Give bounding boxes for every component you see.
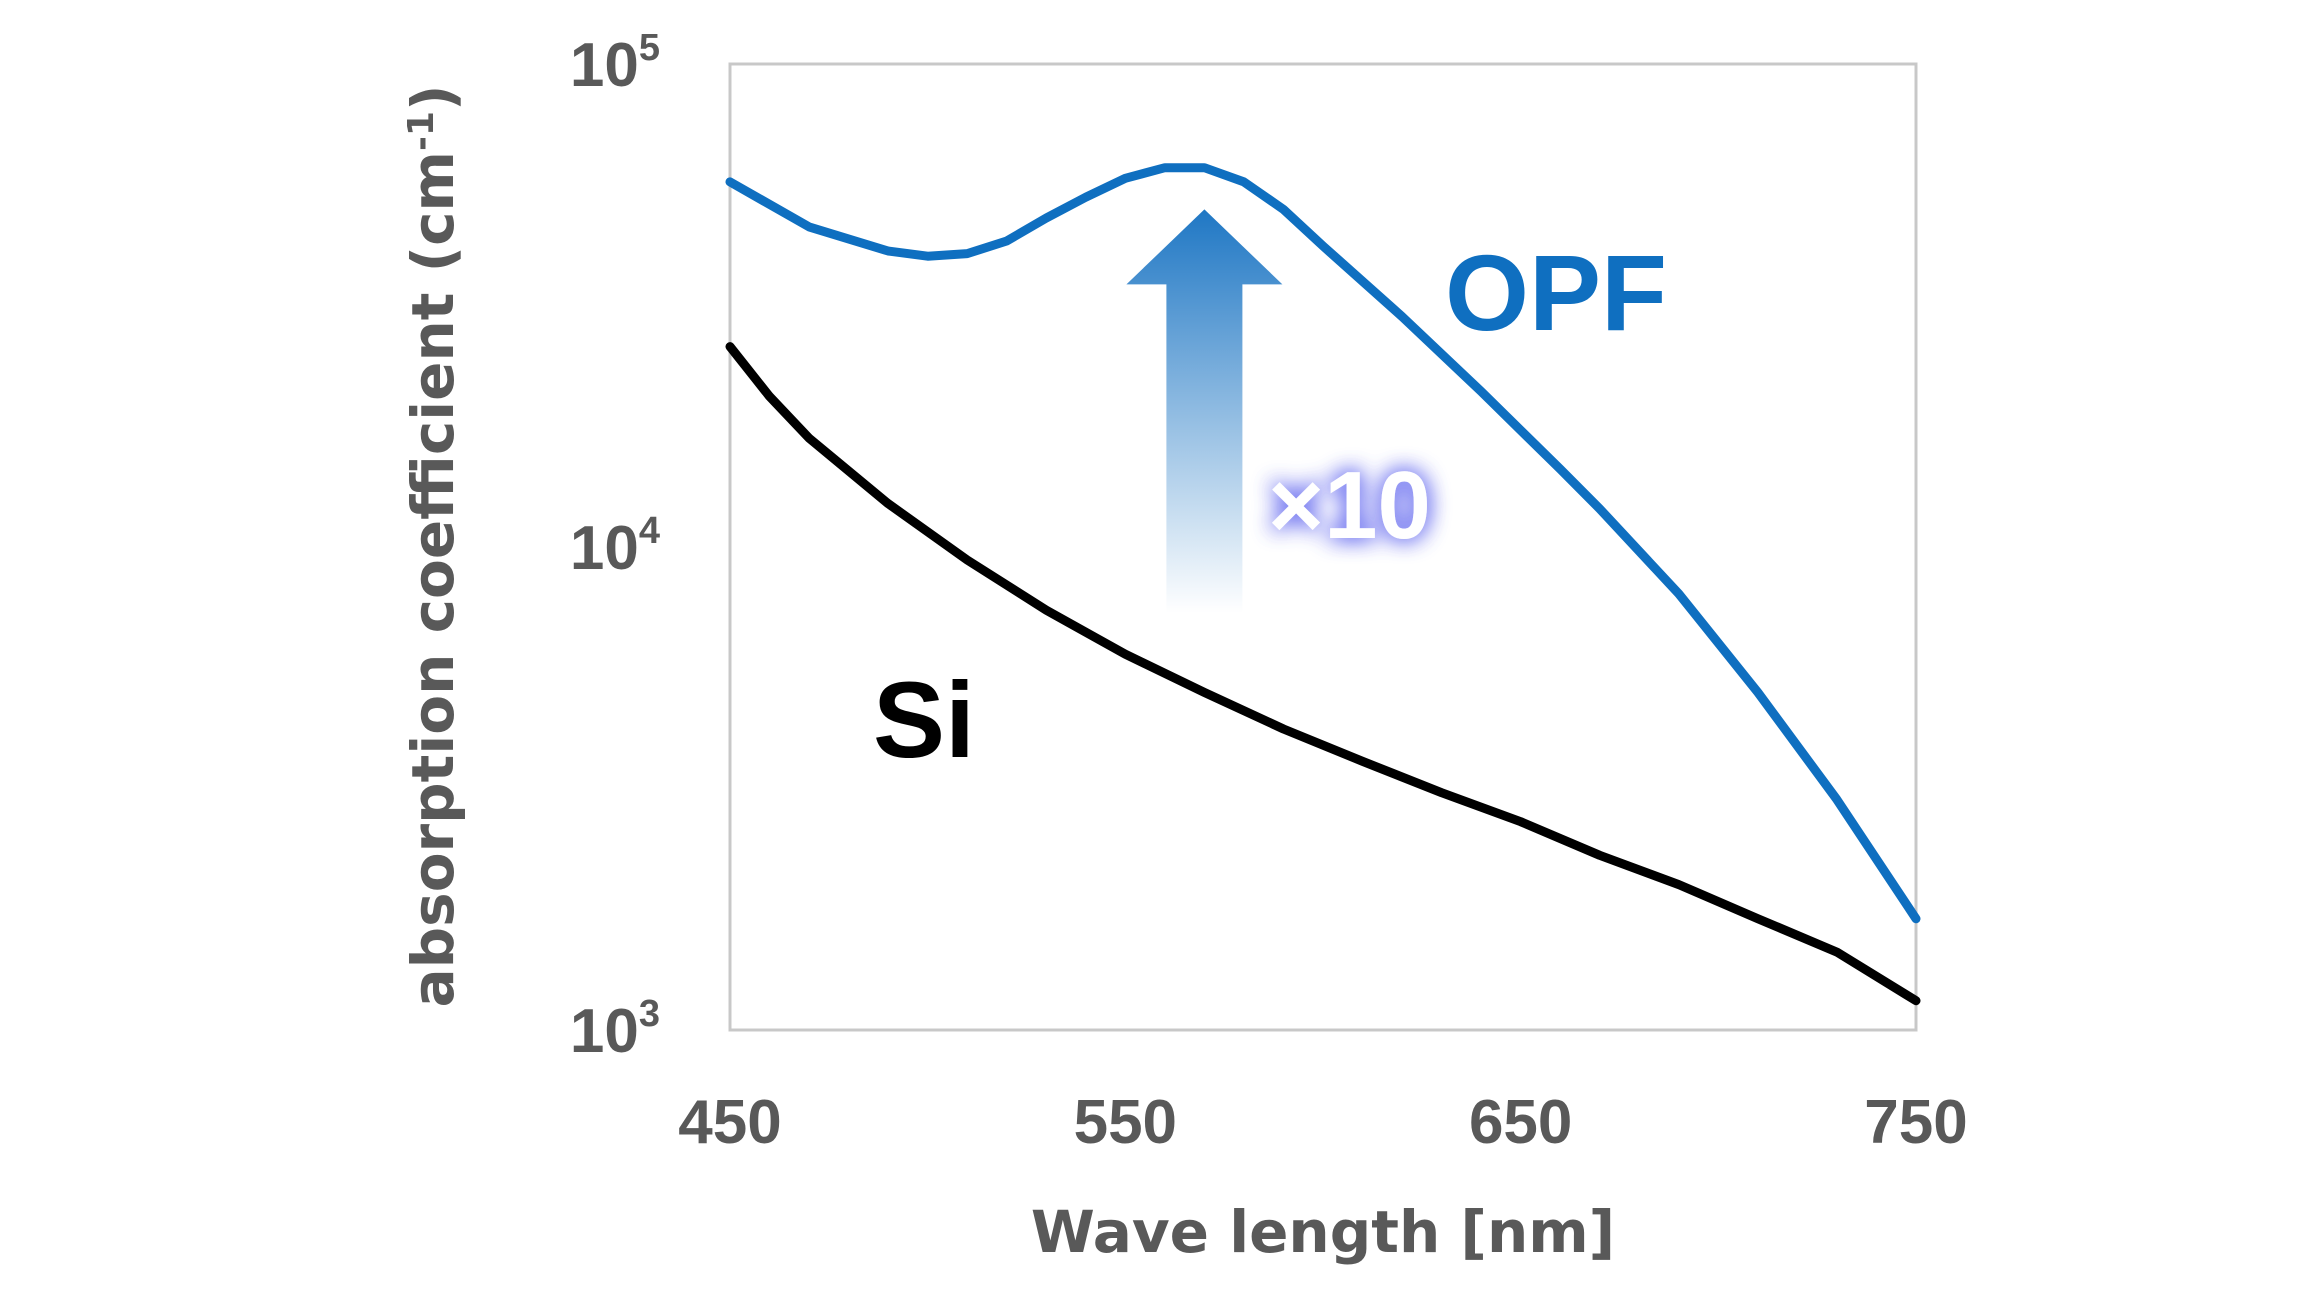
multiplier-label: ×10	[1268, 452, 1431, 559]
x-tick-label: 750	[1864, 1088, 1967, 1157]
x-tick-label: 550	[1074, 1088, 1177, 1157]
x-axis-title: Wave length [nm]	[1031, 1198, 1615, 1266]
series-line-si	[725, 342, 1921, 1006]
x-tick-label: 450	[678, 1088, 781, 1157]
increase-arrow	[1126, 209, 1283, 614]
x-tick-labels: 450 550 650 750	[678, 1088, 1967, 1157]
series-label-si: Si	[873, 659, 975, 780]
plot-area-frame	[728, 62, 1918, 1032]
y-axis-title: absorption coefficient (cm-1)	[399, 85, 467, 1008]
series-line-opf	[725, 163, 1921, 924]
series-label-opf: OPF	[1445, 232, 1667, 353]
x-tick-label: 650	[1469, 1088, 1572, 1157]
y-tick-label: 105	[570, 27, 660, 100]
y-tick-labels: 103 104 105	[570, 27, 660, 1066]
series-layer	[725, 163, 1921, 1006]
multiplier-arrow-layer	[1126, 209, 1283, 614]
y-tick-label: 103	[570, 993, 660, 1066]
y-tick-label: 104	[570, 510, 660, 583]
